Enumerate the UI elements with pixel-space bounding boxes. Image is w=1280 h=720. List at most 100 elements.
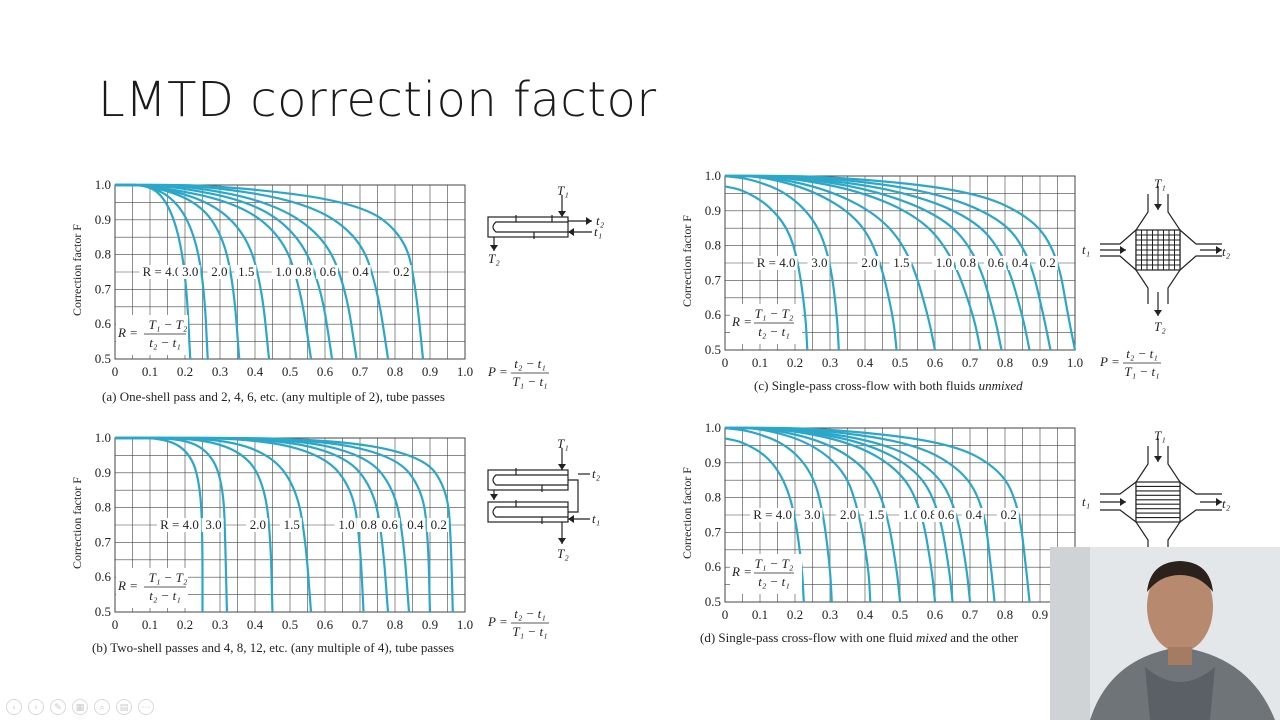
label-t2: t₂ [1222,496,1231,511]
r-label-2.0: 2.0 [840,507,856,522]
caption-b: (b) Two-shell passes and 4, 8, 12, etc. … [92,640,454,656]
y-tick-label: 1.0 [95,430,111,445]
chart-b-ylabel: Correction factor F [70,477,84,569]
x-tick-label: 0.9 [1032,355,1048,370]
p-formula-den: T₁ − t₁ [512,624,547,639]
r-label-0.6: 0.6 [320,264,337,279]
chart-b-r-labels: R = 4.0 3.0 2.0 1.5 1.0 0.8 0.6 0.4 0.2 [156,517,449,532]
label-t2: t₂ [1222,244,1231,259]
r-label-0.6: 0.6 [988,255,1005,270]
r-label-bg [931,256,954,270]
y-tick-label: 1.0 [705,420,721,435]
r-formula-prefix: R = [731,564,752,579]
label-T2: T₂ [557,546,569,561]
r-label-bg [750,508,794,522]
r-label-bg [857,256,880,270]
r-label-bg [753,256,798,270]
label-t2: t₂ [596,213,605,228]
label-T1: T₁ [557,436,569,451]
label-T1: T₁ [557,183,569,198]
chart-c-r-labels: R = 4.0 3.0 2.0 1.5 1.0 0.8 0.6 0.4 0.2 [753,255,1058,270]
r-label-0.8: 0.8 [920,507,936,522]
chart-a-ylabel: Correction factor F [70,224,84,316]
label-T2: T₂ [1154,319,1166,334]
r-formula-den: t₂ − t₁ [758,324,790,339]
more-options-button[interactable]: ⋯ [138,699,154,715]
chart-a-r-labels: R = 4.0 3.0 2.0 1.5 1.0 0.8 0.6 0.4 0.2 [139,264,412,279]
caption-d-em: mixed [915,630,947,645]
x-tick-label: 0.4 [247,364,264,379]
y-tick-label: 0.8 [705,490,721,505]
caption-a: (a) One-shell pass and 2, 4, 6, etc. (an… [102,389,445,405]
r-formula-den: t₂ − t₁ [149,335,181,350]
zoom-button[interactable]: ⌕ [94,699,110,715]
x-tick-label: 0.7 [962,355,979,370]
crossflow-diagram-c [1100,186,1222,316]
x-tick-label: 0.9 [422,617,438,632]
chart-d: 0 0.1 0.2 0.3 0.4 0.5 0.6 0.7 0.8 0.9 0.5 0.6 0.7 0.8… [674,418,1274,643]
r-label-bg [916,508,939,522]
chart-b: 0 0.1 0.2 0.3 0.4 0.5 0.6 0.7 0.8 0.9 1.0 0.5 0.6 0.7… [64,428,624,653]
caption-d-tail: and the other [950,630,1019,645]
chart-a-ticks: 0 0.1 0.2 0.3 0.4 0.5 0.6 0.7 0.8 0.9 1.0 0.5 0.6 0.7… [95,177,473,379]
x-tick-label: 0.8 [997,355,1013,370]
y-tick-label: 1.0 [95,177,111,192]
x-tick-label: 0.5 [892,355,908,370]
pen-tool-button[interactable]: ✎ [50,699,66,715]
r-label-bg [271,265,294,279]
chart-b-ticks: 0 0.1 0.2 0.3 0.4 0.5 0.6 0.7 0.8 0.9 1.0 0.5 0.6 0.7… [95,430,473,632]
r-label-0.8: 0.8 [361,517,377,532]
x-tick-label: 0.4 [857,355,874,370]
caption-a-label: (a) [102,389,117,404]
r-label-bg [156,518,201,532]
y-tick-label: 0.5 [705,342,721,357]
label-t1: t₁ [1082,494,1090,509]
next-slide-button[interactable]: › [28,699,44,715]
x-tick-label: 0.8 [387,364,403,379]
x-tick-label: 0.3 [212,617,228,632]
chart-a-svg: 0 0.1 0.2 0.3 0.4 0.5 0.6 0.7 0.8 0.9 1.0 0.5 0.6 0.7… [70,177,605,389]
label-t1: t₁ [594,224,602,239]
x-tick-label: 0.3 [212,364,228,379]
r-label-bg [800,508,823,522]
y-tick-label: 0.8 [95,500,111,515]
p-formula-b: P = t₂ − t₁ T₁ − t₁ [487,606,549,639]
x-tick-label: 0.2 [177,617,193,632]
p-formula-prefix: P = [487,614,508,629]
x-tick-label: 0.3 [822,607,838,622]
chart-c-svg: 0 0.1 0.2 0.3 0.4 0.5 0.6 0.7 0.8 0.9 1.0 0.5 0.6 0.7… [680,168,1231,379]
x-tick-label: 0.1 [142,364,158,379]
r-label-2.0: 2.0 [211,264,227,279]
r-label-3.0: 3.0 [811,255,827,270]
r-label-bg [956,256,979,270]
subtitles-button[interactable]: ▤ [116,699,132,715]
chart-d-ylabel: Correction factor F [680,467,694,559]
x-tick-label: 0.8 [387,617,403,632]
p-formula-prefix: P = [487,364,508,379]
x-tick-label: 0.6 [317,617,334,632]
caption-a-text: One-shell pass and 2, 4, 6, etc. (any mu… [119,389,445,404]
chart-c: 0 0.1 0.2 0.3 0.4 0.5 0.6 0.7 0.8 0.9 1.0 0.5 0.6 0.7… [674,166,1274,391]
y-tick-label: 0.7 [705,272,722,287]
r-label-bg [234,265,257,279]
caption-c-em: unmixed [978,378,1023,393]
caption-b-label: (b) [92,640,108,655]
caption-c-text: Single-pass cross-flow with both fluids [771,378,976,393]
r-label-bg [291,265,314,279]
prev-slide-button[interactable]: ‹ [6,699,22,715]
chart-b-curves [114,436,454,614]
r-label-3.0: 3.0 [205,517,221,532]
y-tick-label: 0.7 [95,534,112,549]
r-label-4.0: R = 4.0 [160,517,199,532]
chart-b-svg: 0 0.1 0.2 0.3 0.4 0.5 0.6 0.7 0.8 0.9 1.0 0.5 0.6 0.7… [70,430,601,639]
caption-b-text: Two-shell passes and 4, 8, 12, etc. (any… [110,640,455,655]
caption-d-label: (d) [700,630,716,645]
x-tick-label: 0.2 [177,364,193,379]
r-label-bg [864,508,887,522]
r-label-bg [1008,256,1031,270]
r-curve-0.2 [114,183,425,360]
x-tick-label: 0.5 [282,364,298,379]
slides-view-button[interactable]: ▦ [72,699,88,715]
r-label-0.4: 0.4 [352,264,369,279]
y-tick-label: 0.6 [705,307,722,322]
